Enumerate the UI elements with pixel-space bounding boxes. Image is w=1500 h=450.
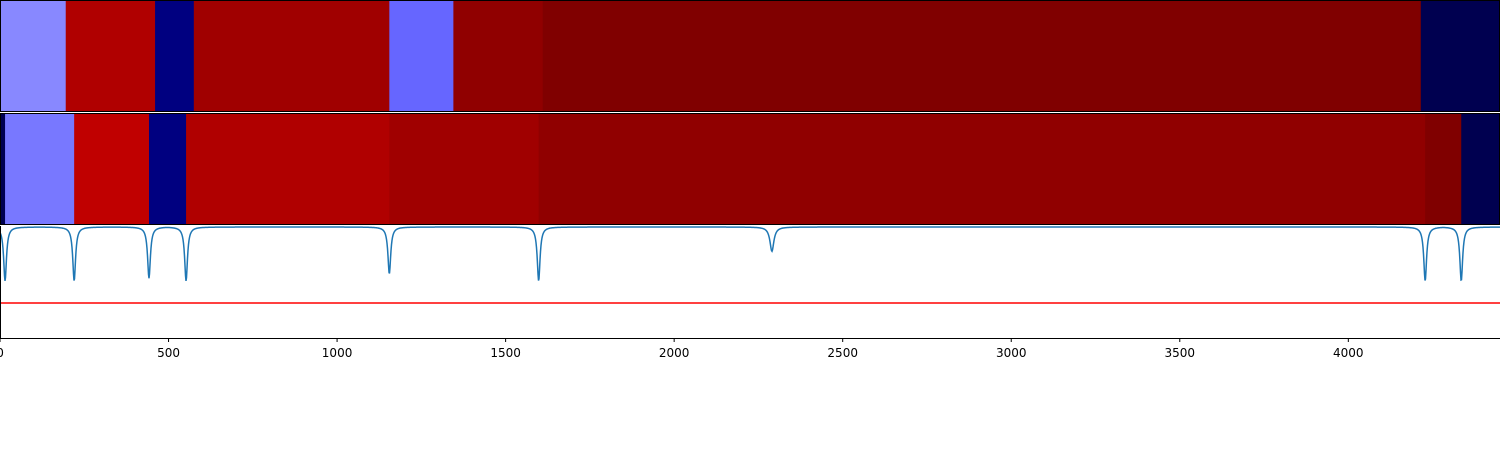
heatmap-segment — [1425, 113, 1462, 225]
x-tick-label: 3500 — [1165, 346, 1196, 360]
x-tick-label: 2500 — [827, 346, 858, 360]
heatmap-segment — [5, 113, 75, 225]
heatmap-segment — [453, 0, 544, 112]
heatmap-segment — [186, 113, 390, 225]
x-tick-label: 2000 — [659, 346, 690, 360]
heatmap-segment — [148, 113, 187, 225]
heatmap-segment — [193, 0, 390, 112]
heatmap-track-1 — [0, 0, 1500, 112]
heatmap-segment — [538, 113, 1426, 225]
x-tick-label: 1500 — [490, 346, 521, 360]
curve-panel — [0, 226, 1500, 339]
x-axis-ticks: 0 500 1000 1500 2000 2500 3000 3500 4000 — [0, 338, 1364, 360]
x-tick-label: 4000 — [1333, 346, 1364, 360]
heatmap-segment — [0, 113, 6, 225]
signal-curve — [0, 226, 1500, 282]
heatmap-segment — [389, 113, 540, 225]
x-tick-label: 0 — [0, 346, 4, 360]
x-tick-label: 500 — [157, 346, 180, 360]
heatmap-segment — [1420, 0, 1500, 112]
heatmap-segment — [65, 0, 156, 112]
heatmap-segment — [1461, 113, 1500, 225]
heatmap-segment — [155, 0, 195, 112]
heatmap-segment — [0, 0, 67, 112]
heatmap-segment — [389, 0, 454, 112]
x-tick-label: 3000 — [996, 346, 1027, 360]
heatmap-segment — [542, 0, 1422, 112]
heatmap-track-2 — [0, 113, 1500, 225]
heatmap-segment — [74, 113, 150, 225]
x-tick-label: 1000 — [322, 346, 353, 360]
